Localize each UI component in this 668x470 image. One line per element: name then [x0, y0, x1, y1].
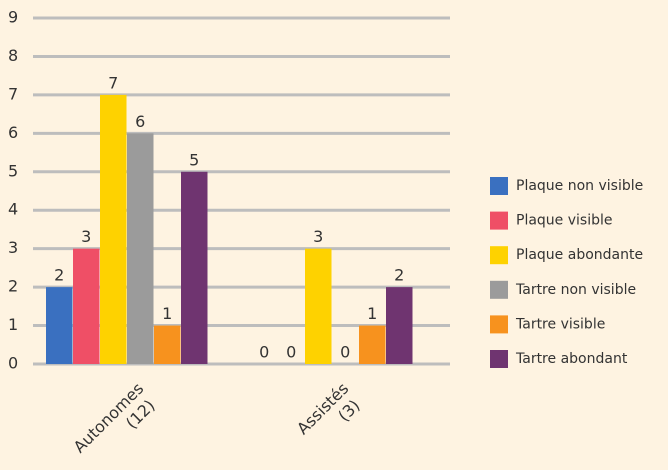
legend-label: Plaque non visible: [516, 178, 643, 194]
value-label: 1: [162, 304, 172, 323]
value-label: 0: [340, 343, 350, 362]
value-label: 5: [189, 150, 199, 169]
value-label: 7: [108, 73, 118, 92]
value-label: 2: [394, 266, 404, 285]
legend-swatch: [490, 315, 508, 334]
value-label: 3: [313, 227, 323, 246]
y-tick-label: 6: [8, 123, 18, 142]
value-label: 6: [135, 112, 145, 131]
legend-swatch: [490, 211, 508, 230]
value-label: 0: [286, 343, 296, 362]
legend-label: Tartre abondant: [515, 351, 628, 367]
value-label: 1: [367, 304, 377, 323]
bar: [127, 133, 154, 364]
legend-swatch: [490, 280, 508, 299]
legend-swatch: [490, 177, 508, 195]
bar: [386, 287, 413, 364]
x-tick-label: Autonomes(12): [69, 379, 161, 470]
bar: [73, 248, 100, 364]
bar: [154, 325, 181, 364]
bar: [100, 94, 127, 364]
y-tick-label: 0: [8, 354, 18, 373]
y-tick-label: 8: [8, 46, 18, 65]
bar: [181, 171, 208, 364]
y-tick-label: 5: [8, 161, 18, 180]
y-tick-label: 3: [8, 238, 18, 257]
legend-swatch: [490, 350, 508, 368]
bar: [46, 287, 73, 364]
y-tick-label: 4: [8, 200, 18, 219]
legend-swatch: [490, 246, 508, 265]
value-label: 0: [259, 343, 269, 362]
y-tick-label: 7: [8, 84, 18, 103]
legend-label: Plaque visible: [516, 213, 612, 229]
legend-label: Tartre non visible: [515, 282, 636, 298]
legend-label: Plaque abondante: [516, 247, 643, 263]
legend-label: Tartre visible: [515, 316, 605, 332]
bar: [359, 325, 386, 364]
value-label: 3: [81, 227, 91, 246]
y-tick-label: 9: [8, 8, 18, 27]
bar: [305, 248, 332, 364]
y-tick-label: 2: [8, 277, 18, 296]
y-tick-label: 1: [8, 315, 18, 334]
x-tick-label: Assistés(3): [293, 379, 366, 452]
value-label: 2: [54, 266, 64, 285]
